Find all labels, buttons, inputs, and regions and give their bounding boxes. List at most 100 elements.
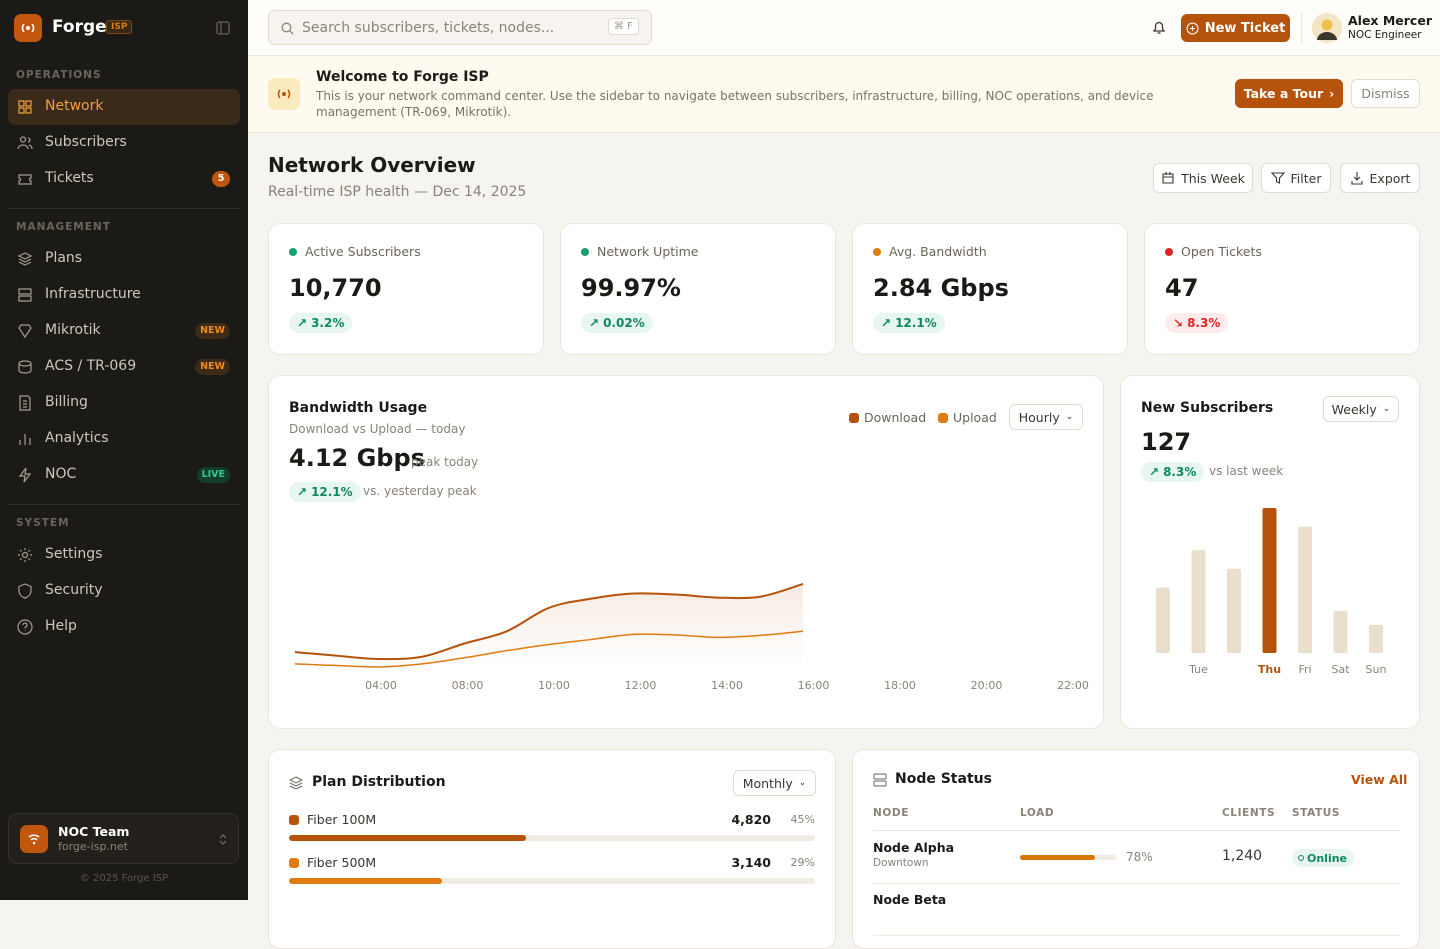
stat-label: Network Uptime: [597, 244, 699, 259]
section-title: SYSTEM: [16, 517, 70, 529]
arrow: ↗: [1149, 465, 1160, 479]
status-dot: [1298, 855, 1304, 861]
nav-badge: LIVE: [196, 467, 230, 483]
banner-icon: [268, 78, 300, 110]
status-badge: Online: [1292, 849, 1355, 867]
change-note: vs. yesterday peak: [363, 484, 477, 498]
change-pill: ↗ 12.1%: [873, 313, 945, 333]
header-button[interactable]: Export: [1340, 163, 1420, 193]
nav-item[interactable]: Mikrotik NEW: [8, 313, 240, 349]
plan-swatch: [289, 815, 299, 825]
icon-shape: [18, 100, 32, 114]
view-all-link[interactable]: View All: [1351, 772, 1408, 787]
section-title: MANAGEMENT: [16, 221, 111, 233]
arrow: ↗: [297, 485, 308, 499]
divider: [873, 830, 1400, 831]
team-switcher[interactable]: NOC Team forge-isp.net: [8, 813, 239, 864]
search-placeholder: Search subscribers, tickets, nodes...: [302, 20, 555, 36]
nav-item[interactable]: Billing: [8, 385, 240, 421]
nav-icon: [17, 619, 33, 635]
status-dot: [873, 248, 881, 256]
x-tick-label: Thu: [1258, 663, 1281, 676]
column-header: STATUS: [1292, 807, 1341, 819]
legend-label: Upload: [953, 410, 997, 425]
card-title: Bandwidth Usage: [289, 400, 428, 416]
bar: [1191, 550, 1206, 653]
collapse-button[interactable]: [216, 21, 230, 35]
button-icon: [1270, 172, 1285, 184]
nav-item[interactable]: Subscribers: [8, 125, 240, 161]
x-tick-label: Tue: [1188, 663, 1208, 676]
change-pill: ↗ 8.3%: [1141, 462, 1205, 482]
divider: [8, 504, 240, 505]
plan-count: 3,140: [731, 855, 771, 870]
change-pill: ↗ 3.2%: [289, 313, 353, 333]
nav-item[interactable]: Tickets 5: [8, 161, 240, 197]
nav-item[interactable]: Plans: [8, 241, 240, 277]
nav-item[interactable]: Settings: [8, 537, 240, 573]
row-divider: [873, 883, 1400, 884]
trend-arrow: ↗: [297, 316, 308, 330]
nav-item[interactable]: Analytics: [8, 421, 240, 457]
stat-label: Active Subscribers: [305, 244, 421, 259]
button-label: This Week: [1181, 170, 1245, 186]
chevron: ›: [1329, 86, 1335, 101]
change: 8.3%: [1163, 465, 1197, 479]
nav-item[interactable]: NOC LIVE: [8, 457, 240, 493]
nav-label: ACS / TR-069: [45, 358, 137, 374]
nav-item[interactable]: Network: [8, 89, 240, 125]
nav-item[interactable]: ACS / TR-069 NEW: [8, 349, 240, 385]
change-pill: ↗ 0.02%: [581, 313, 653, 333]
period-select[interactable]: Weekly ⌄: [1323, 396, 1399, 422]
nav-item[interactable]: Infrastructure: [8, 277, 240, 313]
card-title: New Subscribers: [1141, 400, 1274, 416]
stat-card: Avg. Bandwidth 2.84 Gbps ↗ 12.1%: [852, 223, 1128, 355]
status-dot: [1165, 248, 1173, 256]
nav-label: Network: [45, 98, 104, 114]
legend-swatch: [849, 413, 859, 423]
period-select[interactable]: Hourly ⌄: [1009, 404, 1083, 430]
x-tick-label: 08:00: [452, 679, 484, 692]
trend-arrow: ↘: [1173, 316, 1184, 330]
period-select[interactable]: Monthly ⌄: [733, 770, 816, 796]
brand-badge: ISP: [106, 20, 133, 34]
chevron: ⌄: [1382, 404, 1391, 414]
nav-label: Tickets: [45, 170, 94, 186]
stat-value: 2.84 Gbps: [873, 274, 1009, 302]
header-button[interactable]: Filter: [1261, 163, 1331, 193]
dismiss-button[interactable]: Dismiss: [1351, 79, 1420, 108]
tour-button[interactable]: Take a Tour ›: [1235, 79, 1343, 108]
nav-label: NOC: [45, 466, 77, 482]
nav-badge: 5: [212, 171, 230, 187]
plan-name: Fiber 100M: [307, 812, 377, 827]
new-ticket-button[interactable]: New Ticket: [1181, 14, 1290, 42]
avatar[interactable]: [1312, 13, 1342, 43]
nav-item[interactable]: Security: [8, 573, 240, 609]
divider: [1301, 12, 1302, 44]
legend-label: Download: [864, 410, 927, 425]
plan-name: Fiber 500M: [307, 855, 377, 870]
nav-item[interactable]: Help: [8, 609, 240, 645]
header-button[interactable]: This Week: [1153, 163, 1253, 193]
bar: [1298, 526, 1312, 653]
bar: [1333, 610, 1348, 653]
bar: [1156, 587, 1170, 653]
page-title: Network Overview: [268, 153, 476, 177]
stat-value: 99.97%: [581, 274, 681, 302]
legend-swatch: [938, 413, 948, 423]
search-icon: [281, 22, 294, 35]
status-label: Online: [1307, 851, 1348, 865]
new-subscribers-chart: Tue Thu Fri Sat Sun: [1156, 508, 1386, 676]
nav-label: Settings: [45, 546, 103, 562]
nav-icon: [18, 288, 32, 302]
search-box[interactable]: Search subscribers, tickets, nodes... ⌘ …: [268, 10, 652, 45]
button-icon: [1162, 172, 1174, 184]
icon-shape: [18, 360, 32, 374]
brand-logo: [14, 14, 42, 42]
nav-label: Security: [45, 582, 103, 598]
status-dot: [581, 248, 589, 256]
notifications[interactable]: [1151, 19, 1167, 35]
change-note: vs last week: [1209, 464, 1284, 478]
banner-text: This is your network command center. Use…: [316, 89, 1154, 119]
nav-icon: [18, 467, 32, 483]
